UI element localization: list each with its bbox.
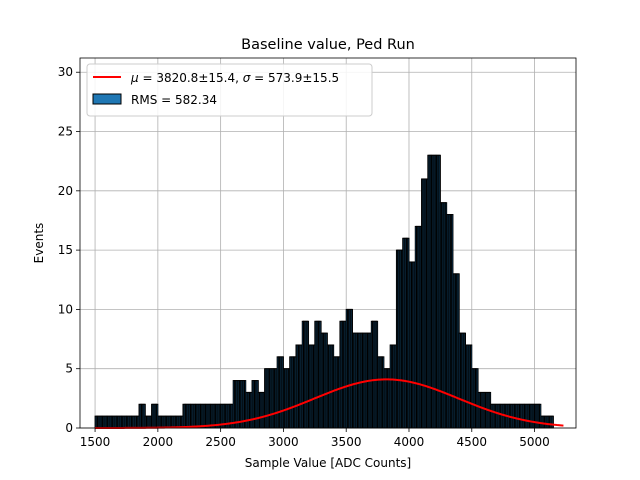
y-tick-label: 30	[58, 65, 73, 79]
y-tick-label: 0	[65, 421, 73, 435]
y-tick-label: 20	[58, 184, 73, 198]
gaussian-fit-curve	[95, 378, 564, 429]
x-tick-label: 3000	[268, 435, 299, 449]
legend-rms-label: RMS = 582.34	[131, 93, 217, 107]
legend: μ = 3820.8±15.4, σ = 573.9±15.5 RMS = 58…	[86, 63, 373, 117]
x-tick-label: 4500	[457, 435, 488, 449]
histogram-bar	[551, 415, 554, 429]
x-axis-label: Sample Value [ADC Counts]	[245, 456, 411, 470]
fit-curve-layer	[95, 378, 564, 429]
legend-box	[86, 63, 373, 117]
legend-fit-label: μ = 3820.8±15.4, σ = 573.9±15.5	[130, 71, 339, 85]
x-tick-label: 4000	[394, 435, 425, 449]
y-tick-label: 15	[58, 243, 73, 257]
x-tick-label: 3500	[331, 435, 362, 449]
y-axis-label: Events	[32, 223, 46, 264]
x-tick-label: 5000	[519, 435, 550, 449]
y-tick-label: 10	[58, 302, 73, 316]
y-axis-ticks: 0 5 10 15 20 25 30	[58, 65, 80, 435]
y-tick-label: 5	[65, 362, 73, 376]
x-axis-ticks: 1500 2000 2500 3000 3500 4000 4500 5000	[80, 428, 550, 449]
x-tick-label: 2500	[205, 435, 236, 449]
x-tick-label: 2000	[143, 435, 174, 449]
plot-frame	[79, 57, 577, 429]
legend-histogram-swatch	[92, 93, 122, 105]
y-tick-label: 25	[58, 125, 73, 139]
chart-title: Baseline value, Ped Run	[241, 37, 415, 53]
x-tick-label: 1500	[80, 435, 111, 449]
